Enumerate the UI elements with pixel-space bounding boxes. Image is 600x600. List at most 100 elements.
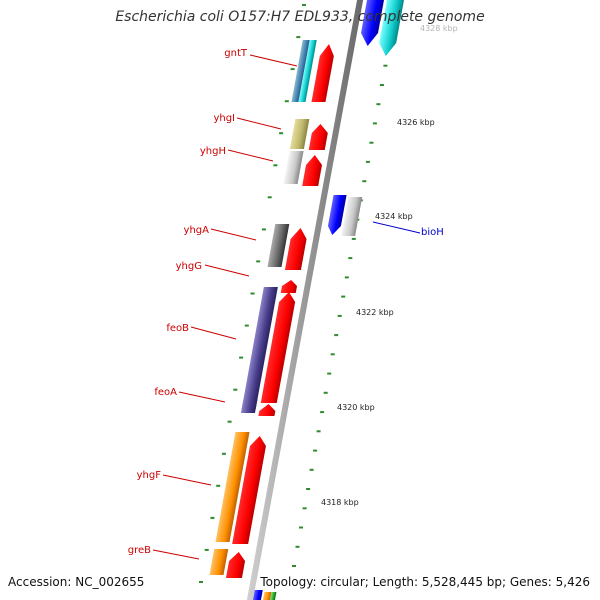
gene-label-bioH[interactable]: bioH bbox=[421, 227, 444, 238]
cds-arrow-red[interactable] bbox=[284, 228, 309, 270]
gene-label-yhgF[interactable]: yhgF bbox=[137, 470, 162, 481]
gene-label-yhgI[interactable]: yhgI bbox=[213, 113, 235, 124]
leader-line bbox=[190, 326, 237, 340]
gene-label-gntT[interactable]: gntT bbox=[224, 48, 248, 59]
cds-arrow-blue[interactable] bbox=[359, 0, 385, 46]
tick-mark bbox=[261, 228, 266, 231]
ruler-label-4322: 4322 kbp bbox=[356, 308, 394, 317]
cds-arrow-red[interactable] bbox=[311, 44, 336, 102]
gene-label-feoB[interactable]: feoB bbox=[166, 323, 189, 334]
tick-mark bbox=[341, 295, 346, 298]
genome-summary-text: Topology: circular; Length: 5,528,445 bp… bbox=[260, 575, 590, 589]
cds-arrow-red[interactable] bbox=[302, 155, 324, 186]
gene-block-silver[interactable] bbox=[341, 197, 363, 236]
tick-mark bbox=[295, 545, 300, 548]
map-title: Escherichia coli O157:H7 EDL933, complet… bbox=[115, 9, 485, 25]
genome-backbone bbox=[246, 0, 364, 600]
inner-tick-marks bbox=[199, 4, 306, 583]
gene-block-slate[interactable] bbox=[240, 399, 258, 413]
tick-mark bbox=[273, 164, 278, 167]
tick-mark bbox=[210, 516, 215, 519]
gene-label-yhgG[interactable]: yhgG bbox=[176, 261, 202, 272]
cds-arrow-red[interactable] bbox=[225, 552, 247, 578]
cds-arrow-red[interactable] bbox=[308, 124, 330, 150]
tick-mark bbox=[316, 430, 321, 433]
tick-mark bbox=[290, 68, 295, 71]
tick-mark bbox=[323, 391, 328, 394]
cds-arrow-red[interactable] bbox=[232, 436, 268, 544]
reverse-strand-features bbox=[209, 40, 336, 600]
tick-mark bbox=[302, 507, 307, 510]
ruler-labels: 4328 kbp 4326 kbp 4324 kbp 4322 kbp 4320… bbox=[321, 24, 458, 507]
ruler-label-4324: 4324 kbp bbox=[375, 212, 413, 221]
ruler-label-4326: 4326 kbp bbox=[397, 118, 435, 127]
leader-line bbox=[210, 228, 257, 241]
tick-mark bbox=[244, 324, 249, 327]
tick-mark bbox=[334, 334, 339, 337]
leader-line bbox=[178, 391, 226, 403]
gene-block-green[interactable] bbox=[268, 592, 277, 600]
tick-mark bbox=[199, 581, 203, 583]
tick-mark bbox=[279, 132, 284, 135]
cds-arrow-cyan[interactable] bbox=[377, 0, 405, 56]
tick-mark bbox=[239, 356, 244, 359]
ruler-label-4318: 4318 kbp bbox=[321, 498, 359, 507]
leader-line bbox=[204, 264, 250, 277]
tick-mark bbox=[369, 141, 374, 144]
gene-block-slate[interactable] bbox=[241, 287, 278, 409]
tick-mark bbox=[267, 196, 272, 199]
gene-block-khaki[interactable] bbox=[289, 119, 310, 149]
gene-block-cyan[interactable] bbox=[298, 40, 317, 102]
gene-block-orange[interactable] bbox=[209, 549, 229, 575]
tick-mark bbox=[313, 449, 318, 452]
leader-line bbox=[249, 54, 298, 67]
tick-mark bbox=[365, 160, 370, 163]
gene-label-greB[interactable]: greB bbox=[128, 545, 151, 556]
gene-block-blue[interactable] bbox=[251, 590, 263, 600]
tick-mark bbox=[296, 36, 301, 39]
ruler-label-4320: 4320 kbp bbox=[337, 403, 375, 412]
tick-mark bbox=[362, 180, 367, 183]
gene-labels: gntT yhgI yhgH yhgA yhgG feoB feoA yhgF … bbox=[128, 48, 444, 560]
ruler-label-4328: 4328 kbp bbox=[420, 24, 458, 33]
tick-mark bbox=[216, 484, 221, 487]
leader-line bbox=[162, 474, 212, 486]
tick-mark bbox=[330, 353, 335, 356]
tick-mark bbox=[309, 468, 314, 471]
tick-mark bbox=[344, 276, 349, 279]
gene-block-silver[interactable] bbox=[283, 151, 304, 184]
gene-label-yhgH[interactable]: yhgH bbox=[200, 146, 226, 157]
tick-mark bbox=[383, 64, 388, 67]
tick-mark bbox=[320, 411, 325, 414]
leader-line bbox=[227, 149, 274, 162]
tick-mark bbox=[379, 84, 384, 86]
cds-arrow-red[interactable] bbox=[280, 280, 298, 293]
gene-label-yhgA[interactable]: yhgA bbox=[184, 225, 210, 236]
cds-arrow-red[interactable] bbox=[260, 292, 297, 403]
leader-line bbox=[152, 549, 200, 560]
tick-mark bbox=[337, 314, 342, 317]
tick-mark bbox=[233, 388, 238, 391]
tick-mark bbox=[256, 260, 261, 263]
tick-mark bbox=[376, 103, 381, 106]
tick-mark bbox=[221, 452, 226, 455]
accession-text: Accession: NC_002655 bbox=[8, 575, 145, 589]
leader-line bbox=[372, 221, 421, 234]
gene-block-steel[interactable] bbox=[291, 40, 310, 102]
gene-label-feoA[interactable]: feoA bbox=[154, 387, 177, 398]
gene-block-orange[interactable] bbox=[215, 432, 250, 542]
tick-mark bbox=[284, 100, 289, 103]
leader-line bbox=[236, 117, 282, 130]
gene-block-orange[interactable] bbox=[261, 592, 272, 600]
gene-block-dim[interactable] bbox=[267, 224, 290, 267]
cds-arrow-red[interactable] bbox=[258, 404, 276, 416]
tick-mark bbox=[250, 292, 255, 295]
tick-mark bbox=[351, 237, 356, 240]
tick-mark bbox=[227, 420, 232, 423]
tick-mark bbox=[204, 548, 209, 551]
forward-strand-features bbox=[326, 0, 405, 236]
tick-mark bbox=[299, 526, 303, 529]
cds-arrow-blue[interactable] bbox=[326, 195, 347, 235]
